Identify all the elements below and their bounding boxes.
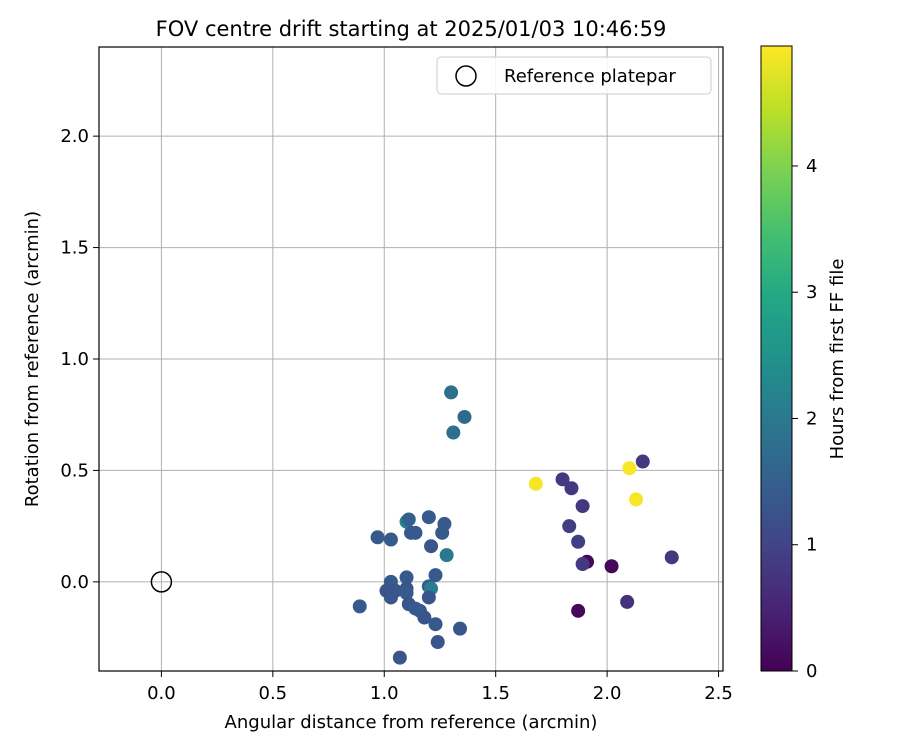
data-point <box>399 586 414 600</box>
y-axis-label: Rotation from reference (arcmin) <box>22 211 43 507</box>
data-point <box>424 539 439 554</box>
x-tick-label: 0.0 <box>147 683 176 704</box>
x-tick-label: 2.0 <box>593 683 622 704</box>
colorbar-tick-label: 1 <box>806 535 817 556</box>
data-point <box>457 409 472 424</box>
data-point <box>664 550 679 565</box>
chart-title: FOV centre drift starting at 2025/01/03 … <box>156 17 667 41</box>
data-point <box>571 603 586 618</box>
data-point <box>439 548 454 563</box>
x-tick-label: 1.5 <box>481 683 510 704</box>
x-tick-label: 2.5 <box>704 683 733 704</box>
legend-reference-marker <box>455 65 477 87</box>
data-point <box>417 610 432 625</box>
data-point <box>571 534 586 549</box>
data-point <box>622 461 637 476</box>
colorbar <box>760 45 793 672</box>
x-tick-label: 1.0 <box>370 683 399 704</box>
y-tick-label: 0.0 <box>60 572 89 593</box>
reference-marker-layer <box>150 571 173 593</box>
legend-entry-reference: Reference platepar <box>504 66 676 87</box>
data-point <box>620 594 635 609</box>
data-point <box>604 559 619 574</box>
data-point <box>421 590 436 605</box>
colorbar-tick-label: 4 <box>806 156 817 177</box>
data-point <box>575 557 590 572</box>
data-point <box>430 635 445 650</box>
data-point <box>446 425 461 440</box>
colorbar-tick-label: 3 <box>806 282 817 303</box>
data-point <box>352 599 367 614</box>
data-point <box>453 621 468 636</box>
data-point <box>428 568 443 583</box>
data-point <box>399 570 414 585</box>
colorbar-ticks: 0 1 2 3 4 <box>792 156 817 682</box>
colorbar-tick-label: 0 <box>806 661 817 682</box>
x-tick-label: 0.5 <box>259 683 288 704</box>
data-point <box>629 492 644 507</box>
data-point <box>383 590 398 605</box>
y-tick-label: 1.0 <box>60 349 89 370</box>
data-point <box>435 525 450 540</box>
data-point <box>635 454 650 469</box>
data-point <box>562 519 577 534</box>
y-tick-label: 2.0 <box>60 126 89 147</box>
data-point <box>408 525 423 540</box>
data-point <box>564 481 579 496</box>
legend-box <box>436 56 712 95</box>
data-points <box>352 385 679 665</box>
data-point <box>428 617 443 632</box>
y-axis-ticks: 0.0 0.5 1.0 1.5 2.0 <box>60 126 99 593</box>
y-tick-label: 1.5 <box>60 238 89 259</box>
reference-platepar-marker <box>150 571 173 593</box>
colorbar-tick-label: 2 <box>806 408 817 429</box>
data-point <box>575 499 590 514</box>
x-axis-label: Angular distance from reference (arcmin) <box>225 712 598 733</box>
data-point <box>392 650 407 665</box>
data-point <box>383 532 398 547</box>
y-tick-label: 0.5 <box>60 460 89 481</box>
data-point <box>370 530 385 545</box>
grid-lines <box>99 47 723 671</box>
data-point <box>528 476 543 491</box>
data-point <box>421 510 436 525</box>
x-axis-ticks: 0.0 0.5 1.0 1.5 2.0 2.5 <box>147 671 733 704</box>
legend: Reference platepar <box>436 56 712 95</box>
colorbar-label: Hours from first FF file <box>827 259 848 460</box>
data-point <box>401 512 416 527</box>
data-point <box>444 385 459 400</box>
data-point <box>555 472 570 487</box>
